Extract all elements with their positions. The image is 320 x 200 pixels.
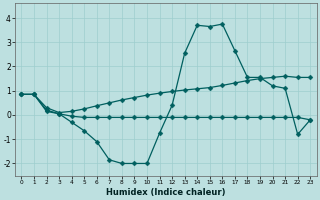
X-axis label: Humidex (Indice chaleur): Humidex (Indice chaleur)	[106, 188, 226, 197]
